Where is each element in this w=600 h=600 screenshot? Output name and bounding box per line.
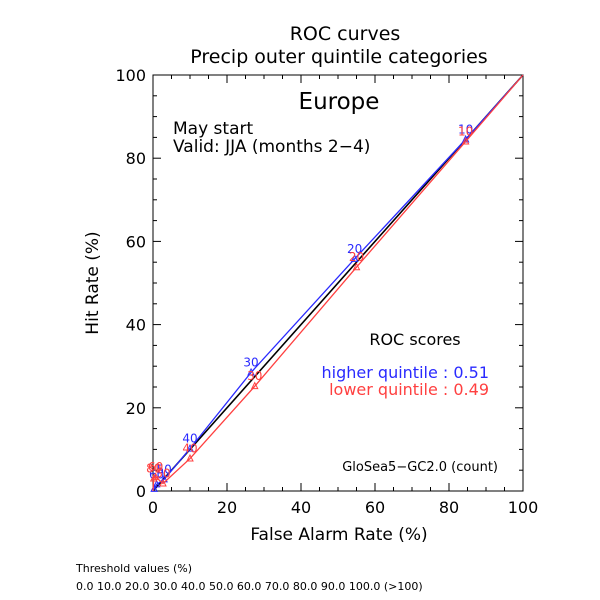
lower-threshold-label: 50 (155, 467, 170, 481)
lower-quintile-point (250, 381, 259, 390)
x-axis-label: False Alarm Rate (%) (250, 525, 427, 545)
higher-threshold-label: 20 (347, 242, 362, 256)
y-tick-label: 60 (126, 232, 146, 251)
y-tick-label: 40 (126, 316, 146, 335)
higher-quintile-point (152, 479, 161, 488)
lower-threshold-label: 20 (349, 250, 364, 264)
higher-threshold-label: 50 (156, 462, 171, 476)
lower-quintile-score: lower quintile : 0.49 (329, 380, 489, 399)
lower-quintile-point (151, 472, 160, 480)
y-axis-label: Hit Rate (%) (83, 231, 103, 334)
lower-threshold-label: 30 (247, 369, 262, 383)
higher-quintile-point (247, 367, 255, 376)
roc-scores-title: ROC scores (369, 330, 460, 349)
threshold-heading: Threshold values (%) (76, 562, 193, 575)
higher-quintile-point (350, 254, 359, 262)
x-tick-label: 40 (291, 498, 311, 517)
chart-subtitle: Precip outer quintile categories (190, 46, 487, 68)
higher-quintile-score: higher quintile : 0.51 (322, 363, 489, 382)
higher-quintile-point (186, 443, 194, 452)
valid-label: Valid: JJA (months 2−4) (173, 137, 370, 157)
lower-threshold-label: 10 (458, 125, 473, 139)
lower-threshold-label: 80 (146, 462, 161, 476)
y-tick-label: 20 (126, 399, 146, 418)
lower-quintile-point (352, 262, 361, 271)
higher-threshold-label: 40 (182, 432, 197, 446)
region-label: Europe (299, 89, 380, 115)
lower-quintile-point (186, 453, 194, 462)
lower-threshold-label: 40 (182, 442, 197, 456)
threshold-values: 0.0 10.0 20.0 30.0 40.0 50.0 60.0 70.0 8… (76, 580, 423, 593)
lower-quintile-point (159, 478, 167, 487)
y-tick-label: 0 (136, 482, 146, 501)
lower-quintile-line (152, 74, 524, 492)
model-label: GloSea5−GC2.0 (count) (342, 460, 498, 475)
higher-threshold-label: 10 (458, 122, 473, 136)
higher-threshold-label: 30 (243, 355, 258, 369)
lower-threshold-label: 60 (148, 460, 163, 474)
x-tick-label: 80 (439, 498, 459, 517)
x-tick-label: 20 (217, 498, 237, 517)
start-label: May start (173, 119, 253, 139)
lower-quintile-point (149, 473, 158, 482)
y-tick-label: 80 (126, 149, 146, 168)
x-tick-label: 100 (508, 498, 539, 517)
y-tick-label: 100 (115, 66, 146, 85)
lower-quintile-point (461, 136, 470, 145)
chart-title: ROC curves (290, 23, 401, 45)
x-tick-label: 60 (365, 498, 385, 517)
x-tick-label: 0 (148, 498, 158, 517)
